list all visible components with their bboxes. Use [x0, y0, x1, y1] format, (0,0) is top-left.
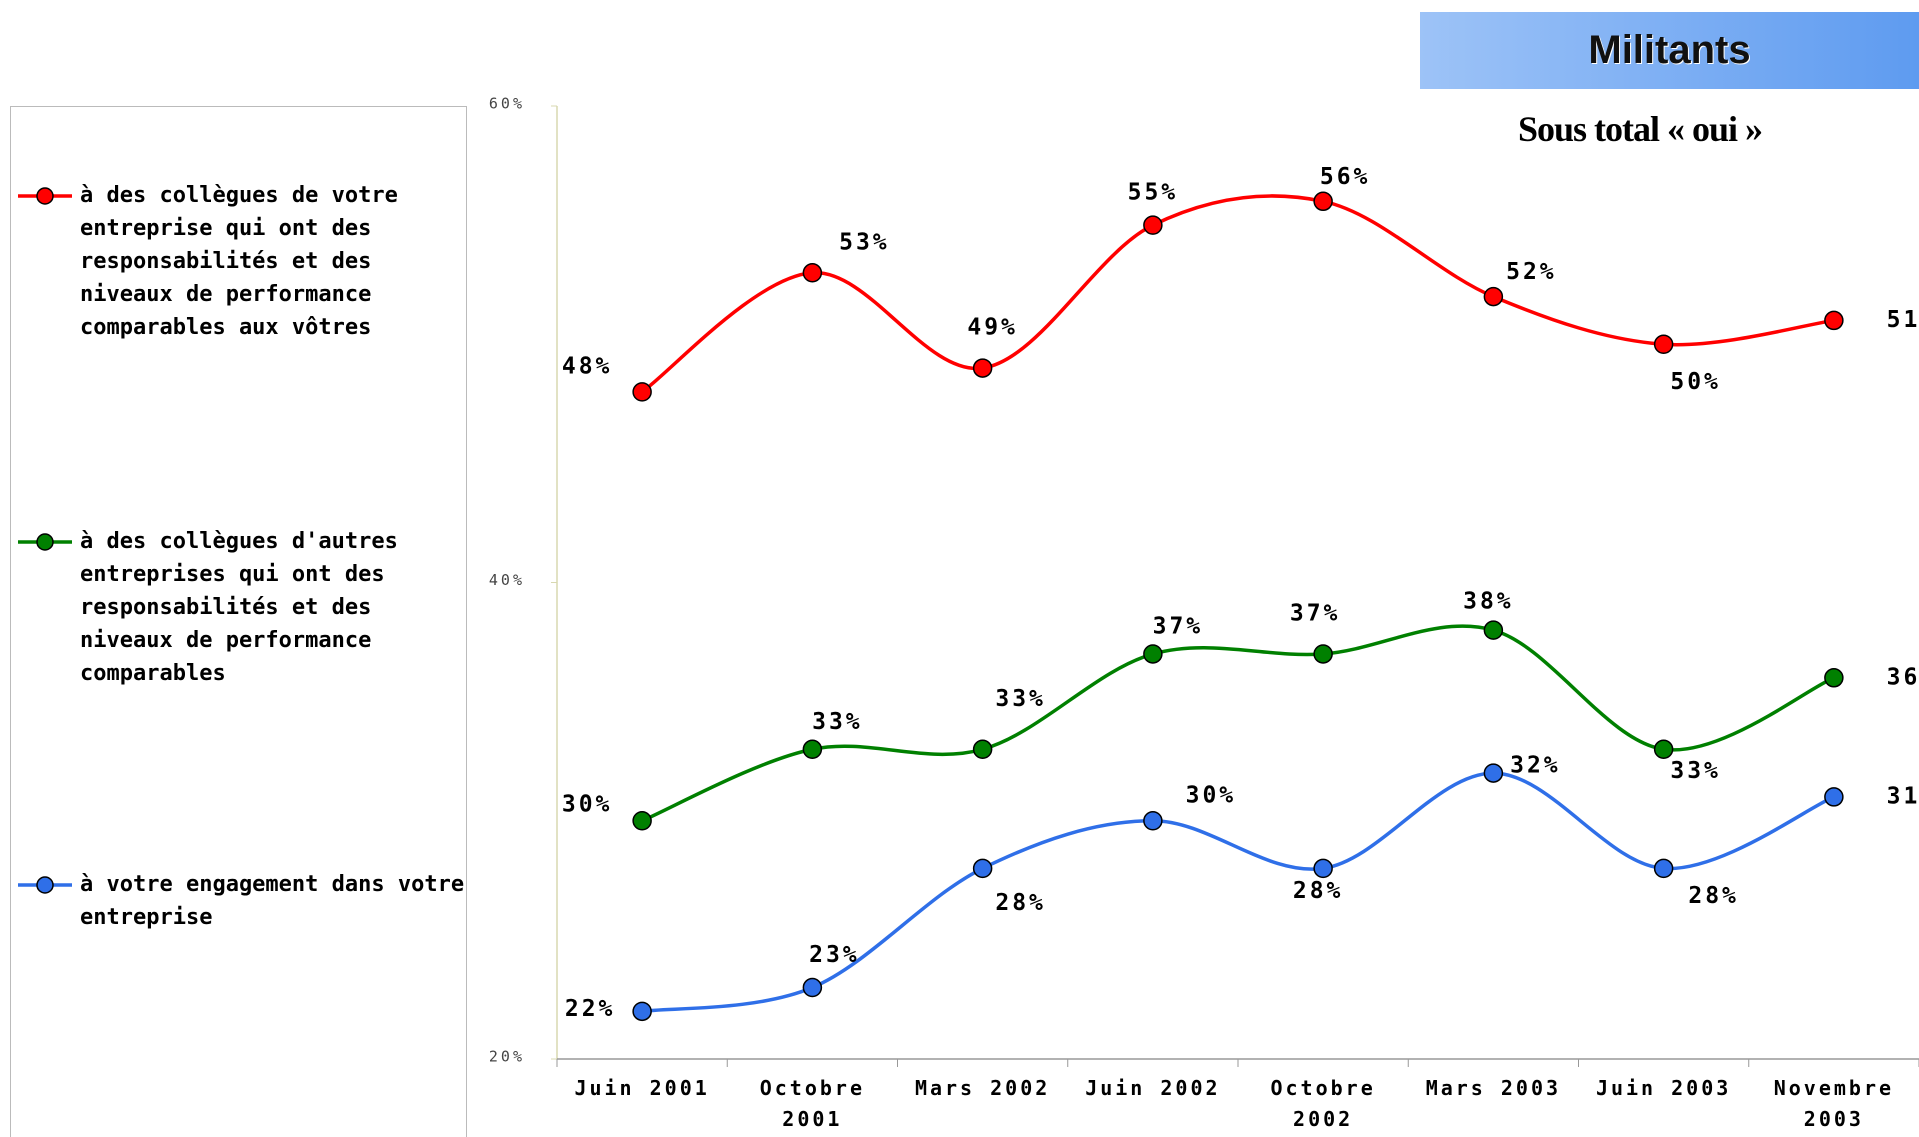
x-tick-label: Juin 2003 — [1595, 1076, 1732, 1100]
data-point — [1143, 644, 1163, 664]
y-tick-label: 40% — [489, 571, 525, 589]
data-label: 37% — [1290, 600, 1341, 626]
data-point — [632, 382, 652, 402]
data-point — [1313, 191, 1333, 212]
data-label: 33% — [812, 709, 863, 735]
data-label: 49% — [967, 315, 1018, 341]
x-tick-label: Octobre 2001 — [759, 1076, 866, 1131]
x-tick-label: Juin 2002 — [1085, 1076, 1221, 1100]
x-tick-label: Mars 2003 — [1425, 1076, 1562, 1100]
data-point — [1313, 644, 1333, 664]
y-tick-label: 60% — [489, 95, 525, 113]
data-point — [1483, 620, 1504, 640]
data-label: 30% — [1186, 782, 1237, 808]
data-label: 23% — [809, 942, 860, 968]
y-tick-label: 20% — [489, 1048, 525, 1066]
legend-marker — [36, 187, 54, 205]
data-point — [802, 977, 823, 998]
data-label: 36% — [1887, 664, 1919, 690]
data-point — [802, 263, 823, 283]
data-point — [1824, 668, 1844, 688]
series-line — [641, 624, 1835, 823]
legend — [10, 106, 467, 1137]
data-label: 48% — [562, 353, 613, 379]
data-point — [632, 1001, 652, 1022]
data-label: 38% — [1463, 589, 1514, 615]
data-point — [1483, 763, 1504, 783]
data-label: 28% — [1688, 883, 1739, 909]
data-point — [972, 739, 993, 760]
x-tick-label: Octobre 2002 — [1270, 1076, 1376, 1131]
chart-title: Militants — [1420, 12, 1919, 89]
data-label: 32% — [1510, 753, 1561, 779]
x-tick-label: Novembre 2003 — [1773, 1076, 1895, 1131]
data-point — [1824, 787, 1844, 807]
data-point — [972, 858, 993, 879]
data-label: 33% — [1670, 758, 1721, 784]
data-label: 31% — [1887, 783, 1919, 809]
data-label: 50% — [1670, 369, 1721, 395]
legend-label: à votre engagement dans votre entreprise — [80, 872, 465, 930]
series-line — [641, 194, 1835, 394]
legend-marker — [36, 876, 54, 894]
data-point — [1143, 215, 1163, 235]
legend-label: à des collègues d'autres entreprises qui… — [80, 529, 398, 686]
data-point — [1143, 811, 1163, 831]
data-point — [1653, 858, 1674, 879]
data-label: 28% — [995, 890, 1046, 916]
data-point — [972, 358, 993, 378]
data-point — [632, 811, 652, 831]
x-tick-label: Juin 2001 — [574, 1076, 710, 1100]
series-line — [641, 771, 1835, 1014]
data-point — [1313, 858, 1333, 879]
data-point — [802, 739, 823, 760]
data-point — [1483, 286, 1504, 307]
legend-label: à des collègues de votre entreprise qui … — [80, 183, 398, 340]
data-label: 56% — [1320, 164, 1371, 190]
chart-subtitle: Sous total « oui » — [1517, 109, 1763, 149]
legend-marker — [36, 533, 54, 551]
data-point — [1653, 739, 1674, 760]
data-label: 53% — [839, 229, 890, 255]
data-label: 33% — [995, 686, 1046, 712]
x-tick-label: Mars 2002 — [914, 1076, 1051, 1100]
data-label: 28% — [1293, 878, 1344, 904]
data-label: 22% — [565, 996, 616, 1022]
data-label: 55% — [1128, 180, 1179, 206]
data-point — [1653, 334, 1674, 354]
data-label: 37% — [1153, 613, 1204, 639]
data-point — [1824, 310, 1844, 331]
data-label: 52% — [1506, 259, 1557, 285]
data-label: 30% — [562, 791, 613, 817]
data-label: 51% — [1887, 307, 1919, 333]
